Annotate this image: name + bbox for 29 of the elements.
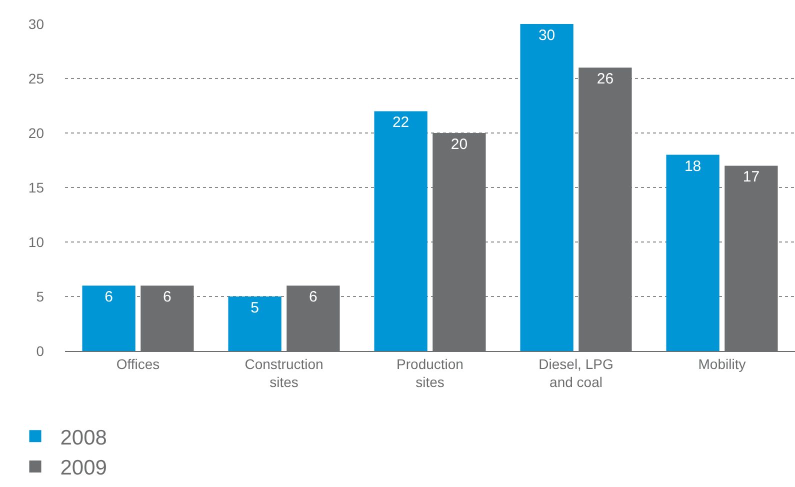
y-tick-label: 0 — [36, 342, 44, 359]
bar — [666, 154, 720, 351]
bar — [228, 296, 282, 351]
x-tick-label: Offices — [116, 356, 160, 372]
data-label: 18 — [684, 158, 702, 175]
legend-label: 2008 — [60, 426, 107, 450]
x-tick-label: Construction sites — [244, 356, 324, 390]
y-tick-label: 15 — [28, 179, 44, 196]
x-tick-label: Mobility — [698, 356, 746, 372]
bar — [82, 286, 136, 351]
y-tick-label: 10 — [28, 234, 44, 250]
bar — [520, 24, 574, 351]
data-label: 5 — [250, 300, 259, 316]
data-label: 6 — [104, 288, 113, 306]
y-tick-label: 5 — [36, 288, 44, 304]
legend-label: 2009 — [60, 456, 107, 480]
y-tick-label: 20 — [28, 124, 44, 141]
data-label: 30 — [538, 27, 556, 44]
x-tick-label: Production sites — [396, 356, 464, 390]
data-label: 20 — [450, 136, 468, 153]
data-label: 26 — [596, 70, 614, 88]
x-tick-label: Diesel, LPG and coal — [538, 356, 614, 390]
data-label: 17 — [742, 168, 760, 186]
data-label: 6 — [163, 288, 172, 306]
bar — [374, 111, 428, 351]
y-tick-label: 25 — [28, 70, 44, 86]
data-label: 22 — [392, 114, 410, 132]
data-label: 6 — [309, 288, 318, 306]
y-tick-label: 30 — [28, 16, 44, 32]
